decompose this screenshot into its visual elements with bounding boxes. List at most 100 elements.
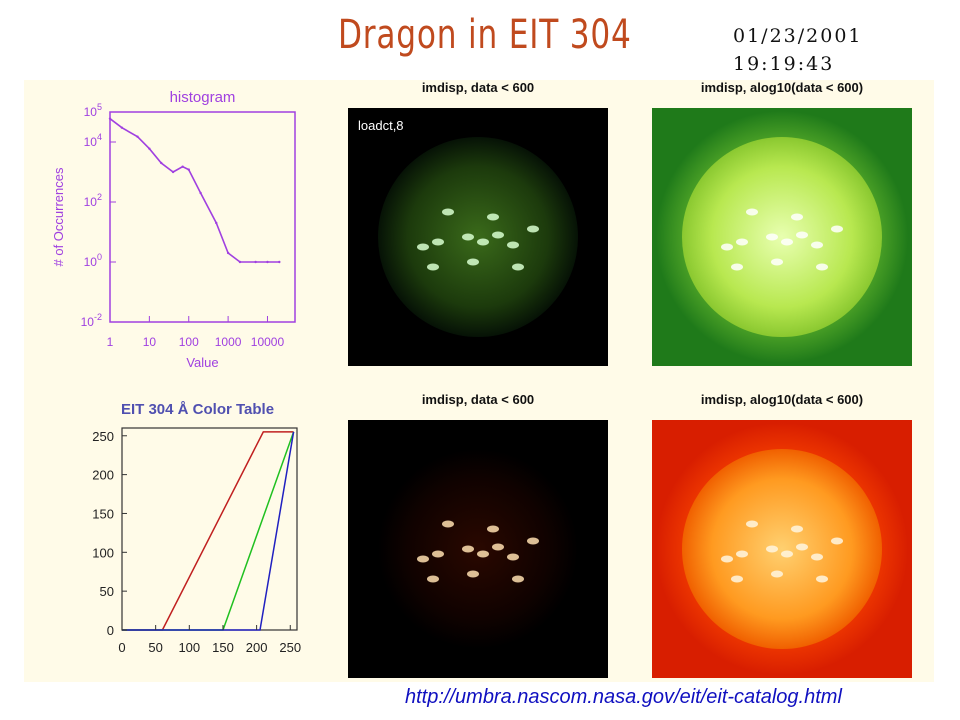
histogram-point xyxy=(215,221,218,225)
x-axis-label: Value xyxy=(186,355,218,370)
y-tick-label: 102 xyxy=(84,192,102,209)
histogram-point xyxy=(238,260,242,264)
x-tick-label: 100 xyxy=(178,640,200,655)
sun-image-bottom-left: imdisp, data < 600 xyxy=(348,392,608,682)
active-region xyxy=(427,263,439,271)
x-tick-label: 100 xyxy=(179,335,199,349)
x-tick-label: 250 xyxy=(279,640,301,655)
x-tick-label: 1000 xyxy=(215,335,242,349)
histogram-point xyxy=(160,161,163,165)
x-tick-label: 10 xyxy=(143,335,157,349)
active-region xyxy=(816,263,828,271)
active-region xyxy=(781,550,793,558)
active-region xyxy=(507,553,519,561)
y-tick-label: 0 xyxy=(107,623,114,638)
active-region xyxy=(811,241,823,249)
color-channel-line xyxy=(122,431,294,631)
active-region xyxy=(487,525,499,533)
active-region xyxy=(507,241,519,249)
color-table-chart: EIT 304 Å Color Table 0 50 100 150 200 250 0 50 1… xyxy=(92,401,301,655)
histogram-point xyxy=(278,260,281,264)
active-region xyxy=(462,545,474,553)
x-tick-label: 1 xyxy=(107,335,114,349)
image-caption: imdisp, data < 600 xyxy=(421,392,535,407)
histogram-series-line xyxy=(109,118,280,263)
y-tick-label: 104 xyxy=(84,132,102,149)
slide-title: Dragon in EIT 304 xyxy=(338,12,632,58)
x-tick-label: 10000 xyxy=(251,335,285,349)
histogram-point xyxy=(266,260,269,264)
active-region xyxy=(462,233,474,241)
sun-image-top-left: imdisp, data < 600 loadct,8 xyxy=(348,80,608,370)
date-text: 01/23/2001 xyxy=(733,25,863,47)
y-tick-label: 250 xyxy=(92,429,114,444)
sun-disk xyxy=(682,449,882,649)
active-region xyxy=(512,575,524,583)
sun-disk xyxy=(682,137,882,337)
active-region xyxy=(831,225,843,233)
histogram-point xyxy=(108,117,112,120)
image-caption: imdisp, alog10(data < 600) xyxy=(700,80,864,95)
active-region xyxy=(771,258,783,266)
sun-image-bottom-right: imdisp, alog10(data < 600) xyxy=(652,392,912,682)
active-region xyxy=(746,520,758,528)
active-region xyxy=(831,537,843,545)
histogram-chart: histogram 1 10 100 1000 10000 10-2 100 102 104 105… xyxy=(51,89,296,370)
y-tick-label: 50 xyxy=(100,584,114,599)
active-region xyxy=(427,575,439,583)
histogram-point xyxy=(254,260,257,264)
y-tick-label: 105 xyxy=(84,102,102,119)
active-region xyxy=(527,537,539,545)
histogram-point xyxy=(187,168,190,171)
active-region xyxy=(432,238,444,246)
active-region xyxy=(746,208,758,216)
active-region xyxy=(492,543,504,551)
active-region xyxy=(417,555,429,563)
active-region xyxy=(791,525,803,533)
active-region xyxy=(487,213,499,221)
x-tick-label: 150 xyxy=(212,640,234,655)
active-region xyxy=(796,543,808,551)
y-axis-label: # of Occurrences xyxy=(51,167,66,266)
active-region xyxy=(467,570,479,578)
color-channel-line xyxy=(122,431,295,631)
histogram-point xyxy=(171,170,175,174)
active-region xyxy=(512,263,524,271)
active-region xyxy=(432,550,444,558)
active-region xyxy=(442,520,454,528)
histogram-point xyxy=(199,191,202,195)
active-region xyxy=(771,570,783,578)
y-tick-label: 10-2 xyxy=(81,312,102,329)
source-url-link[interactable]: http://umbra.nascom.nasa.gov/eit/eit-cat… xyxy=(405,686,842,708)
active-region xyxy=(796,231,808,239)
sun-disk xyxy=(378,137,578,337)
active-region xyxy=(492,231,504,239)
active-region xyxy=(527,225,539,233)
y-tick-label: 200 xyxy=(92,468,114,483)
histogram-point xyxy=(120,126,124,129)
time-text: 19:19:43 xyxy=(733,53,835,75)
active-region xyxy=(731,575,743,583)
active-region xyxy=(467,258,479,266)
color-channel-line xyxy=(122,431,295,631)
active-region xyxy=(781,238,793,246)
sun-image-top-right: imdisp, alog10(data < 600) xyxy=(652,80,912,370)
active-region xyxy=(766,545,778,553)
histogram-point xyxy=(148,147,151,150)
chart-title: histogram xyxy=(170,89,236,106)
active-region xyxy=(417,243,429,251)
x-tick-label: 0 xyxy=(118,640,125,655)
active-region xyxy=(791,213,803,221)
x-tick-label: 50 xyxy=(148,640,162,655)
image-label: loadct,8 xyxy=(358,118,404,133)
chart-title: EIT 304 Å Color Table xyxy=(121,401,274,418)
y-tick-label: 150 xyxy=(92,506,114,521)
image-caption: imdisp, data < 600 xyxy=(421,80,535,95)
active-region xyxy=(721,555,733,563)
active-region xyxy=(442,208,454,216)
active-region xyxy=(721,243,733,251)
active-region xyxy=(477,238,489,246)
y-tick-label: 100 xyxy=(84,252,102,269)
active-region xyxy=(736,238,748,246)
active-region xyxy=(766,233,778,241)
